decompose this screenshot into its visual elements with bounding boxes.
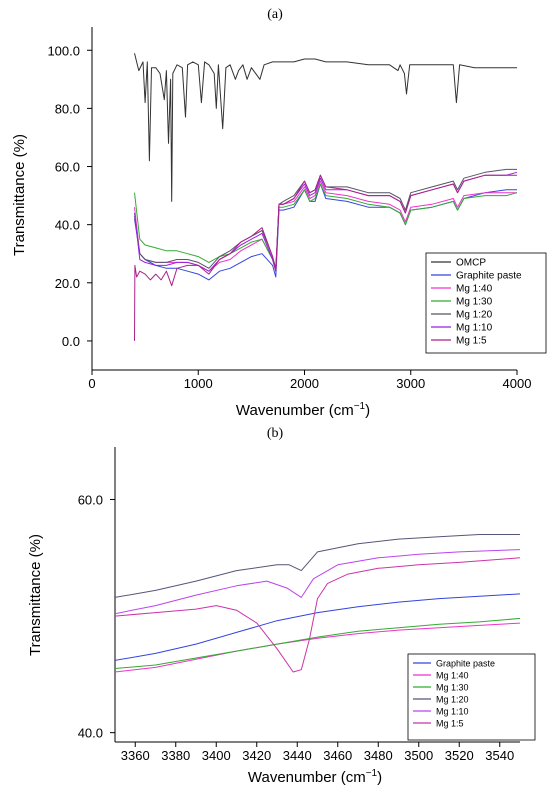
panel-label: (b) xyxy=(267,426,284,441)
x-axis-title: Wavenumber (cm−1) xyxy=(236,401,370,419)
chart-panel-b: (b) 3360 3380 3400 3420 3440 3460 3480 3500 3520 3… xyxy=(27,426,536,786)
x-tick-label: 0 xyxy=(88,376,95,391)
series-line xyxy=(134,183,518,272)
y-axis-title: Transmittance (%) xyxy=(27,534,44,656)
legend-box xyxy=(425,252,547,354)
legend-box xyxy=(407,653,536,741)
series-line xyxy=(114,549,521,615)
legend-label: Mg 1:5 xyxy=(436,719,464,729)
x-tick-label: 3360 xyxy=(121,748,150,763)
series-line xyxy=(134,53,517,202)
y-tick-label: 60.0 xyxy=(78,492,103,507)
x-tick-label: 3380 xyxy=(161,748,190,763)
y-tick-label: 40.0 xyxy=(78,726,103,741)
legend-label: Mg 1:10 xyxy=(456,323,493,334)
legend-label: Graphite paste xyxy=(436,659,495,669)
legend-label: Mg 1:20 xyxy=(436,695,469,705)
series-line xyxy=(114,617,521,669)
series-line xyxy=(114,622,521,673)
x-tick-label: 3420 xyxy=(242,748,271,763)
x-tick-label: 2000 xyxy=(290,376,319,391)
series-line xyxy=(114,557,521,673)
x-tick-label: 4000 xyxy=(503,376,532,391)
y-tick-label: 60.0 xyxy=(55,160,80,175)
legend-label: Mg 1:30 xyxy=(436,683,469,693)
panel-label: (a) xyxy=(267,7,283,22)
chart-panel-a: (a) 0 1000 2000 3000 4000 0.0 20.0 40.0 60.0 80.0 1… xyxy=(11,7,547,419)
x-tick-label: 3460 xyxy=(323,748,352,763)
series-line xyxy=(134,168,517,269)
legend-label: Mg 1:5 xyxy=(456,336,487,347)
legend-label: Mg 1:20 xyxy=(456,310,493,321)
series-line xyxy=(114,534,520,598)
legend-label: Mg 1:40 xyxy=(456,284,493,295)
legend-label: OMCP xyxy=(456,258,486,269)
x-tick-label: 3480 xyxy=(364,748,393,763)
x-tick-label: 3520 xyxy=(445,748,474,763)
legend-label: Graphite paste xyxy=(456,271,522,282)
x-tick-label: 3540 xyxy=(485,748,514,763)
series-line xyxy=(114,593,521,661)
x-axis-title: Wavenumber (cm−1) xyxy=(248,768,382,786)
y-axis-title: Transmittance (%) xyxy=(11,134,28,256)
y-tick-label: 80.0 xyxy=(55,101,80,116)
y-tick-label: 40.0 xyxy=(55,218,80,233)
series-line xyxy=(134,174,517,341)
legend-label: Mg 1:10 xyxy=(436,707,469,717)
x-tick-label: 3000 xyxy=(396,376,425,391)
legend-label: Mg 1:40 xyxy=(436,671,469,681)
legend-label: Mg 1:30 xyxy=(456,297,493,308)
y-tick-label: 0.0 xyxy=(62,334,80,349)
x-tick-label: 3500 xyxy=(404,748,433,763)
y-tick-label: 100.0 xyxy=(47,43,80,58)
x-tick-label: 1000 xyxy=(184,376,213,391)
x-tick-label: 3400 xyxy=(202,748,231,763)
y-tick-label: 20.0 xyxy=(55,276,80,291)
x-tick-label: 3440 xyxy=(283,748,312,763)
